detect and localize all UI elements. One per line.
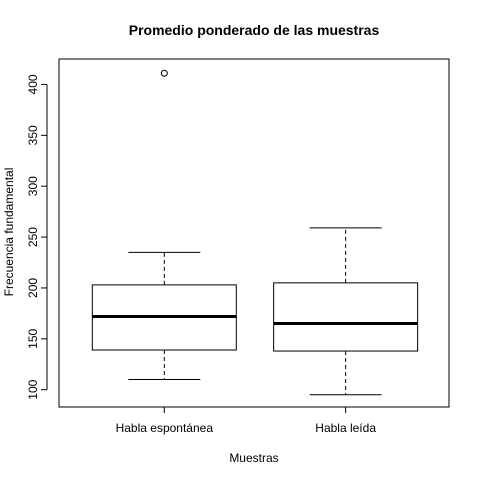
y-tick-label: 100 <box>26 379 40 399</box>
plot-frame <box>58 58 450 408</box>
chart-marks: 100 150 200 250 300 350 400 Habla espontánea Hab… <box>26 69 419 435</box>
y-tick-label: 250 <box>26 227 40 247</box>
outlier-point <box>160 69 168 77</box>
y-tick-label: 350 <box>26 125 40 145</box>
x-axis-label: Muestras <box>229 451 278 465</box>
box <box>273 282 419 352</box>
y-tick-label: 400 <box>26 74 40 94</box>
chart-title: Promedio ponderado de las muestras <box>129 22 380 38</box>
y-axis-label: Frecuencia fundamental <box>2 168 16 297</box>
x-tick-label: Habla espontánea <box>116 421 214 435</box>
y-tick-label: 200 <box>26 278 40 298</box>
y-tick-label: 150 <box>26 328 40 348</box>
y-tick-label: 300 <box>26 176 40 196</box>
x-tick-label: Habla leída <box>315 421 376 435</box>
